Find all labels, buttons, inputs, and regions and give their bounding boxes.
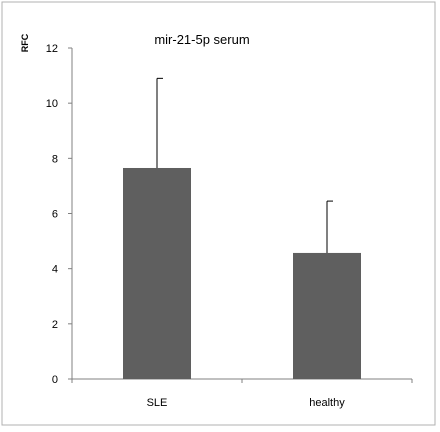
- x-tick-label: SLE: [147, 397, 168, 409]
- y-tick-label: 6: [52, 209, 58, 221]
- x-tick-label: healthy: [309, 397, 345, 409]
- y-tick-label: 10: [46, 98, 58, 110]
- y-tick-label: 0: [52, 374, 58, 386]
- chart-border: [1, 1, 436, 426]
- chart-title: mir-21-5p serum: [154, 32, 249, 47]
- y-tick-label: 12: [46, 43, 58, 55]
- y-axis-title: RFC: [20, 33, 30, 52]
- y-tick-label: 8: [52, 153, 58, 165]
- bar-sle: [123, 167, 191, 379]
- y-tick-label: 4: [52, 264, 58, 276]
- bar-healthy: [293, 252, 361, 379]
- y-tick-label: 2: [52, 319, 58, 331]
